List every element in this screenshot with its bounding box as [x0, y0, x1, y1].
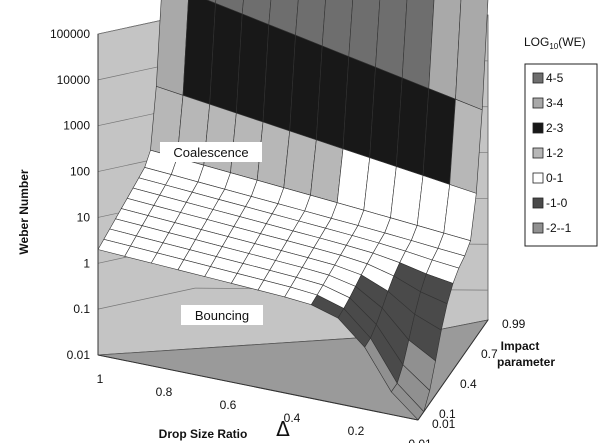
- bouncing-label-box: [181, 305, 263, 325]
- y-tick-label: 0.99: [502, 317, 526, 331]
- y-axis-title-group: Impact parameter: [497, 339, 555, 369]
- y-axis-tick-labels: 0.99 0.7 0.4 0.10.01: [432, 317, 526, 431]
- z-tick-label: 100: [70, 165, 90, 179]
- x-tick-label: 0.01: [408, 437, 432, 443]
- legend-swatch: [532, 172, 544, 184]
- surface-cell: [449, 98, 483, 194]
- legend-label: 4-5: [546, 71, 564, 85]
- z-tick-label: 0.1: [73, 302, 90, 316]
- legend-swatch: [532, 147, 544, 159]
- x-tick-label: 1: [97, 372, 104, 386]
- legend-entries: 4-5 3-4 2-3 1-2 0-1 -1-0 -2--1: [532, 71, 572, 235]
- z-tick-label: 1: [83, 256, 90, 270]
- z-tick-label: 1000: [63, 119, 90, 133]
- y-tick-label: 0.7: [481, 347, 498, 361]
- legend-swatch: [532, 122, 544, 134]
- legend-swatch: [532, 222, 544, 234]
- x-axis-tick-labels: 1 0.8 0.6 0.4 0.2 0.01: [97, 372, 432, 443]
- z-axis-tick-labels: 100000 10000 1000 100 10 1 0.1 0.01: [50, 27, 90, 362]
- legend-label: -1-0: [546, 196, 568, 210]
- front-frame: [97, 34, 489, 421]
- x-tick-label: 0.6: [220, 398, 237, 412]
- coalescence-label-box: [160, 142, 262, 162]
- y-axis-title-line2: parameter: [497, 355, 555, 369]
- coalescence-label: Coalescence: [173, 145, 248, 160]
- x-tick-label: 0.2: [348, 424, 365, 438]
- legend-label: 0-1: [546, 171, 564, 185]
- x-axis-title-group: Drop Size Ratio Δ: [159, 417, 291, 441]
- y-tick-label: 0.1: [439, 407, 456, 421]
- legend-swatch: [532, 72, 544, 84]
- weber-surface: [97, 0, 489, 421]
- x-tick-label: 0.4: [284, 411, 301, 425]
- legend-label: 3-4: [546, 96, 564, 110]
- legend-swatch: [532, 97, 544, 109]
- y-axis-title-line1: Impact: [501, 339, 540, 353]
- bouncing-label: Bouncing: [195, 308, 249, 323]
- wall-gridline: [97, 287, 196, 310]
- z-axis-title: Weber Number: [17, 169, 31, 254]
- z-tick-label: 0.01: [67, 348, 91, 362]
- y-tick-label: 0.4: [460, 377, 477, 391]
- legend: LOG10(WE) 4-5 3-4 2-3 1-2 0-1 -1-0 -2--1: [524, 35, 598, 247]
- surface-cell: [443, 184, 477, 242]
- surface-cell: [455, 0, 489, 111]
- legend-swatch: [532, 197, 544, 209]
- legend-label: 2-3: [546, 121, 564, 135]
- y-tick-label: 0.01: [432, 417, 456, 431]
- x-axis-title: Drop Size Ratio: [159, 427, 248, 441]
- legend-title: LOG10(WE): [524, 35, 586, 51]
- z-tick-label: 10: [77, 210, 91, 224]
- z-tick-label: 100000: [50, 27, 90, 41]
- legend-label: 1-2: [546, 146, 564, 160]
- legend-label: -2--1: [546, 221, 572, 235]
- x-axis-symbol: Δ: [276, 417, 290, 441]
- x-tick-label: 0.8: [156, 385, 173, 399]
- z-tick-label: 10000: [57, 73, 91, 87]
